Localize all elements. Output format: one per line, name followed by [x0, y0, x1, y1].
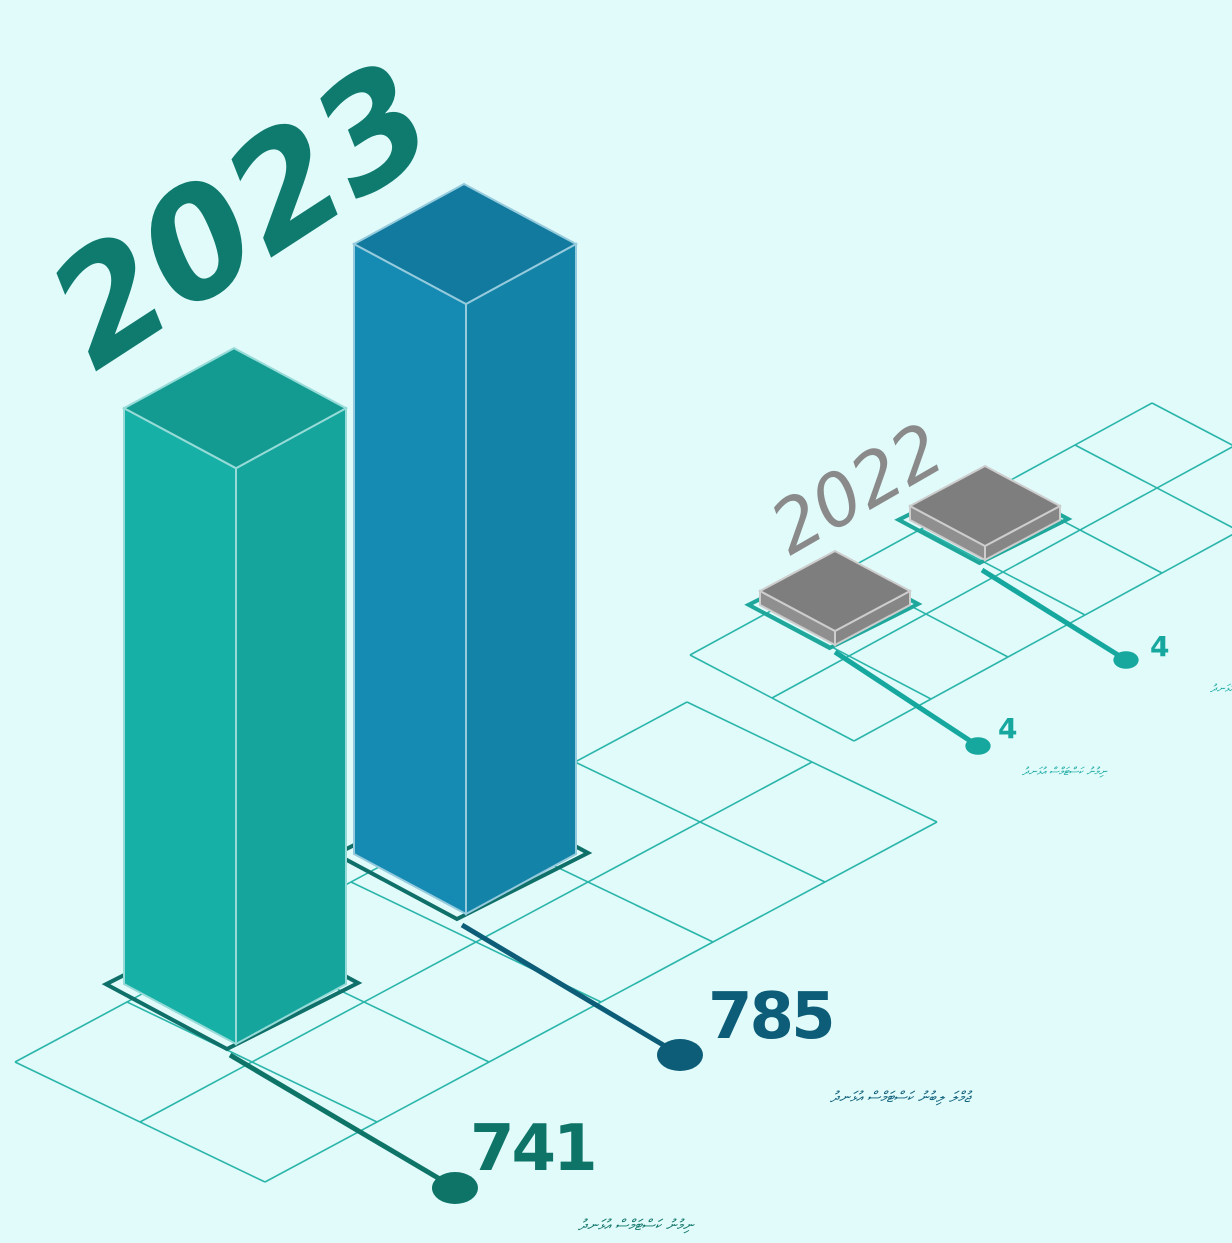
- bar-face-left: [124, 408, 236, 1044]
- bar-741: [124, 348, 346, 1044]
- bar-2022-0: [760, 551, 910, 645]
- category-label-2022-b: ޖުމްލަ ލިބުނު ކަސްޓަމްސް އުޅަނދު: [1209, 682, 1232, 695]
- value-label-2022-b: 4: [1150, 630, 1169, 663]
- bar-face-right: [236, 408, 346, 1044]
- chart-title-2022: 2022: [757, 406, 958, 570]
- category-label-785: ޖުމްލަ ލިބުނު ކަސްޓަމްސް އުޅަނދު: [829, 1088, 973, 1106]
- leader-785-dot: [657, 1039, 703, 1071]
- leader-2022-b-dot: [1113, 651, 1138, 669]
- leader-741-line: [230, 1055, 455, 1188]
- grid-2022: [690, 403, 1232, 741]
- bar-785: [354, 184, 576, 914]
- leader-2022-b-line: [982, 570, 1126, 660]
- bar-face-left: [354, 244, 466, 914]
- bars-layer: [124, 184, 1060, 1044]
- value-label-2022-a: 4: [998, 712, 1017, 745]
- bar-face-right: [466, 244, 576, 914]
- leader-785-line: [462, 925, 680, 1055]
- grid-line: [1075, 445, 1232, 531]
- leader-2022-a-dot: [965, 737, 990, 755]
- grid-line: [1152, 403, 1232, 489]
- value-label-785: 785: [708, 980, 833, 1054]
- leader-2022-a-line: [835, 652, 978, 746]
- value-label-741: 741: [470, 1112, 595, 1186]
- category-label-2022-a: ނިމުނު ކަސްޓަމްސް އުޅަނދު: [1021, 765, 1108, 778]
- category-label-741: ނިމުނު ކަސްޓަމްސް އުޅަނދު: [577, 1216, 695, 1234]
